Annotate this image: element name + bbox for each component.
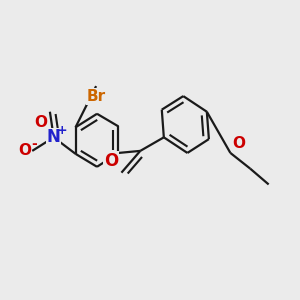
Text: O: O [104,152,118,170]
Text: +: + [57,124,67,137]
Text: N: N [47,128,61,146]
Text: O: O [18,143,31,158]
Text: Br: Br [87,89,106,104]
Text: O: O [34,115,47,130]
Text: O: O [232,136,245,152]
Text: -: - [31,136,37,151]
